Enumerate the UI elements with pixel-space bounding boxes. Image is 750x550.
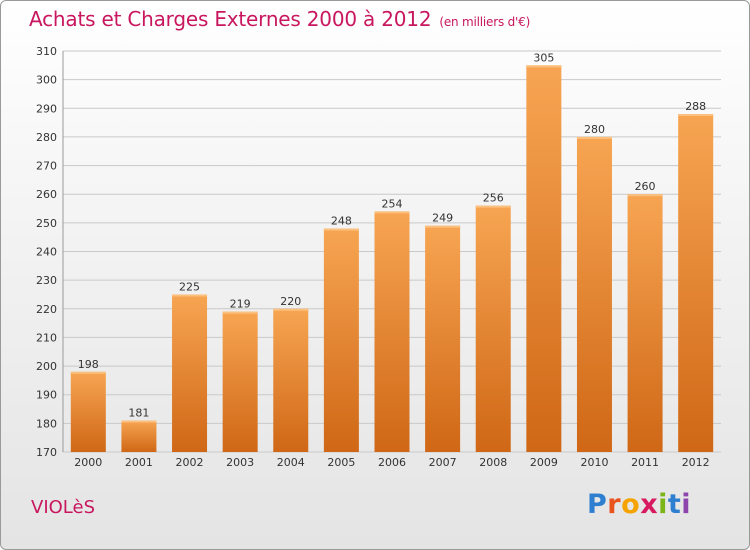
bar-top-edge — [273, 308, 309, 311]
bar-top-edge — [374, 211, 410, 214]
bar-top-edge — [172, 294, 208, 297]
bar-value-label: 280 — [584, 123, 605, 136]
proxiti-logo[interactable]: Proxiti — [587, 489, 691, 520]
y-tick-label: 230 — [36, 274, 57, 287]
bar-2005 — [323, 228, 359, 452]
bar-value-label: 260 — [635, 180, 656, 193]
x-tick-label: 2000 — [74, 456, 102, 469]
bar-2010 — [576, 136, 612, 452]
chart-title: Achats et Charges Externes 2000 à 2012 (e… — [29, 7, 530, 31]
x-tick-label: 2004 — [277, 456, 305, 469]
y-tick-label: 250 — [36, 217, 57, 230]
bar-top-edge — [678, 114, 714, 117]
bar-value-label: 248 — [331, 215, 352, 228]
y-axis: 170 180 190 200 210 220 230 240 250 260 270 280 290 3… — [36, 45, 57, 459]
logo-letter: r — [607, 489, 622, 520]
y-tick-label: 200 — [36, 360, 57, 373]
bar-top-edge — [425, 225, 461, 228]
bar-top-edge — [70, 371, 106, 374]
x-tick-label: 2007 — [429, 456, 457, 469]
x-tick-label: 2012 — [682, 456, 710, 469]
y-tick-label: 180 — [36, 417, 57, 430]
y-tick-label: 170 — [36, 446, 57, 459]
y-tick-label: 310 — [36, 45, 57, 58]
bar-2012 — [678, 114, 714, 452]
bar-value-label: 219 — [230, 298, 251, 311]
y-tick-label: 190 — [36, 389, 57, 402]
bar-2008 — [475, 205, 511, 452]
y-tick-label: 280 — [36, 131, 57, 144]
bar-value-label: 220 — [280, 295, 301, 308]
x-tick-label: 2008 — [479, 456, 507, 469]
y-tick-label: 270 — [36, 160, 57, 173]
bar-top-edge — [475, 205, 511, 208]
town-name: VIOLèS — [31, 497, 96, 518]
bar-value-label: 181 — [128, 406, 149, 419]
bar-2006 — [374, 211, 410, 452]
bar-top-edge — [121, 420, 157, 423]
x-tick-label: 2009 — [530, 456, 558, 469]
bar-value-label: 254 — [382, 197, 403, 210]
x-tick-label: 2003 — [226, 456, 254, 469]
bar-top-edge — [526, 65, 562, 68]
bar-value-label: 225 — [179, 280, 200, 293]
x-tick-label: 2002 — [176, 456, 204, 469]
logo-letter: P — [587, 489, 608, 520]
bar-value-label: 288 — [685, 100, 706, 113]
bar-top-edge — [576, 136, 612, 139]
logo-letter: o — [621, 489, 641, 520]
bar-2004 — [273, 308, 309, 452]
bar-value-label: 198 — [78, 358, 99, 371]
bar-2003 — [222, 311, 258, 452]
bar-2007 — [425, 225, 461, 452]
bar-2009 — [526, 65, 562, 453]
x-axis: 2000 2001 2002 2003 2004 2005 2006 2007 2008 2009… — [74, 456, 709, 469]
y-tick-label: 300 — [36, 74, 57, 87]
bar-top-edge — [323, 228, 359, 231]
y-tick-label: 210 — [36, 331, 57, 344]
y-tick-label: 290 — [36, 102, 57, 115]
bar-2002 — [172, 294, 208, 452]
bars: 198 181 225 219 220 248 254 249 256 305 280 260 288 — [70, 51, 714, 453]
x-tick-label: 2010 — [580, 456, 608, 469]
x-tick-label: 2001 — [125, 456, 153, 469]
x-tick-label: 2005 — [327, 456, 355, 469]
bar-value-label: 256 — [483, 192, 504, 205]
x-tick-label: 2011 — [631, 456, 659, 469]
logo-letter: i — [658, 489, 668, 520]
bar-top-edge — [627, 194, 663, 197]
y-tick-label: 240 — [36, 246, 57, 259]
logo-letter: i — [681, 489, 692, 520]
y-tick-label: 260 — [36, 188, 57, 201]
x-tick-label: 2006 — [378, 456, 406, 469]
logo-letter: t — [667, 489, 682, 520]
chart-title-text: Achats et Charges Externes 2000 à 2012 — [29, 7, 432, 31]
y-tick-label: 220 — [36, 303, 57, 316]
bar-2001 — [121, 420, 157, 452]
bar-value-label: 249 — [432, 212, 453, 225]
bar-top-edge — [222, 311, 258, 314]
logo-letter: x — [640, 489, 659, 520]
chart-unit: (en milliers d'€) — [439, 15, 531, 29]
bar-2000 — [70, 371, 106, 452]
bar-value-label: 305 — [533, 51, 554, 64]
bar-2011 — [627, 194, 663, 452]
